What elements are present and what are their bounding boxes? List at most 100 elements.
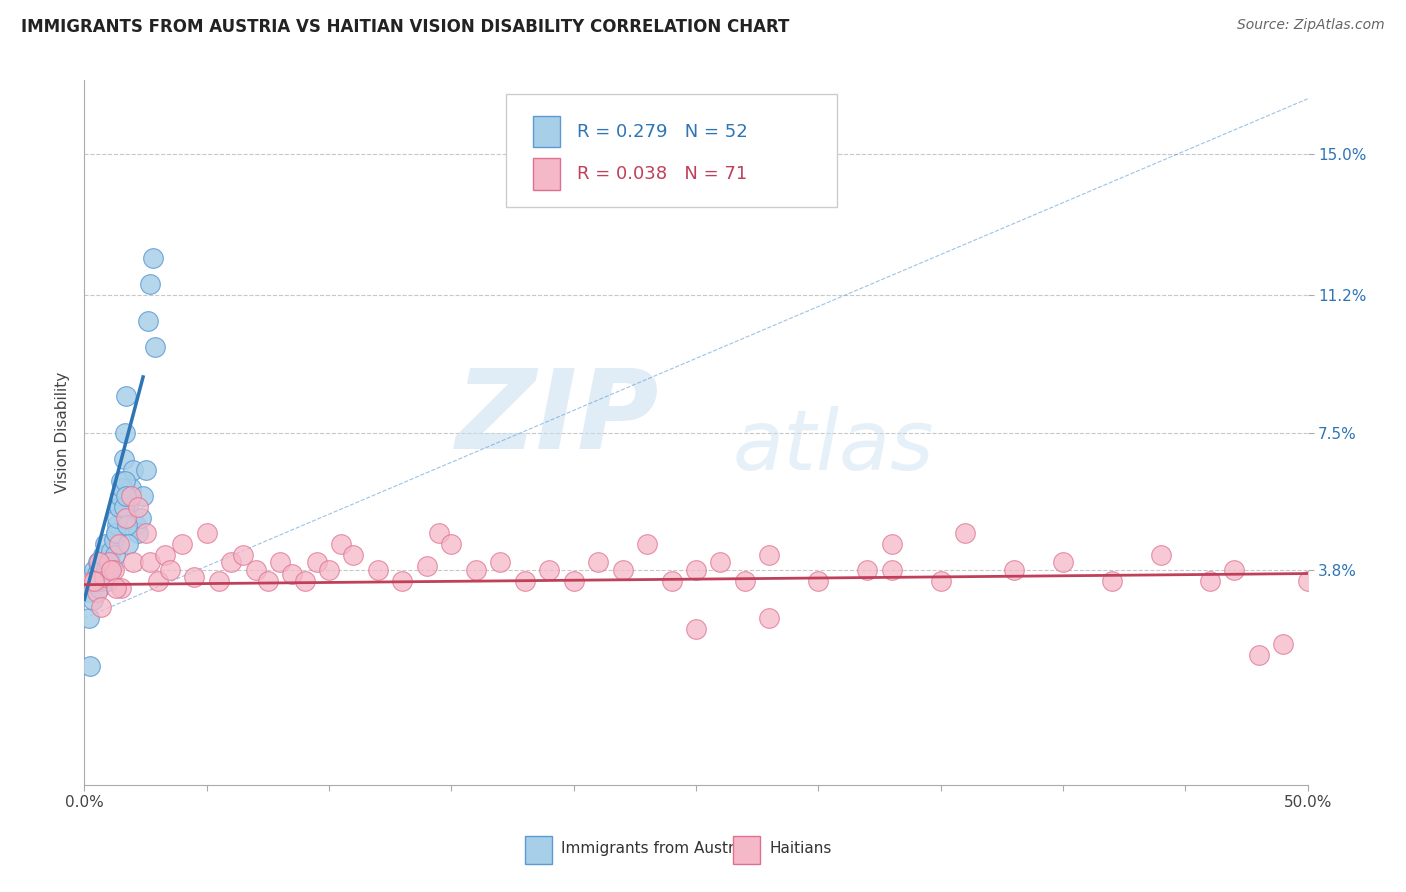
Point [513, 574, 536, 588]
Point [107, 500, 129, 514]
Point [127, 500, 149, 514]
Point [929, 574, 952, 588]
Point [100, 544, 122, 558]
Point [87, 582, 110, 596]
Point [1101, 574, 1123, 588]
Point [100, 563, 122, 577]
Point [342, 548, 364, 562]
Point [105, 511, 128, 525]
Point [153, 548, 176, 562]
Point [661, 574, 683, 588]
Point [1296, 574, 1319, 588]
Point [612, 563, 634, 577]
Point [110, 474, 132, 488]
Point [172, 537, 194, 551]
Point [112, 451, 135, 466]
Point [294, 574, 316, 588]
Point [135, 525, 157, 540]
Point [79, 659, 101, 673]
Point [122, 463, 145, 477]
Point [1002, 563, 1025, 577]
Point [93, 570, 115, 584]
Point [90, 599, 112, 614]
Point [108, 489, 131, 503]
FancyBboxPatch shape [506, 95, 837, 207]
Point [105, 525, 128, 540]
Point [416, 559, 439, 574]
Point [111, 481, 134, 495]
Point [136, 314, 159, 328]
Point [1198, 574, 1220, 588]
Point [82, 592, 104, 607]
Point [90, 559, 112, 574]
Point [391, 574, 413, 588]
Point [232, 548, 254, 562]
Point [856, 563, 879, 577]
FancyBboxPatch shape [524, 836, 551, 863]
Point [734, 574, 756, 588]
Point [953, 525, 976, 540]
Point [305, 556, 328, 570]
Y-axis label: Vision Disability: Vision Disability [55, 372, 70, 493]
Point [195, 525, 218, 540]
Point [489, 556, 512, 570]
Point [107, 537, 129, 551]
Point [709, 556, 731, 570]
Point [1052, 556, 1074, 570]
Point [685, 622, 707, 636]
Point [1150, 548, 1173, 562]
Point [880, 537, 903, 551]
Text: R = 0.038   N = 71: R = 0.038 N = 71 [578, 165, 748, 183]
Point [807, 574, 830, 588]
Point [146, 574, 169, 588]
Point [103, 533, 125, 548]
Point [117, 537, 139, 551]
Point [110, 582, 132, 596]
Point [97, 574, 120, 588]
Point [440, 537, 463, 551]
Point [142, 252, 165, 266]
Point [427, 525, 450, 540]
Point [143, 340, 166, 354]
Point [105, 582, 128, 596]
Point [86, 566, 108, 581]
Point [98, 563, 121, 577]
Point [91, 548, 114, 562]
Point [586, 556, 609, 570]
Point [120, 481, 142, 495]
Point [89, 574, 111, 588]
FancyBboxPatch shape [733, 836, 759, 863]
Point [112, 500, 135, 514]
Point [636, 537, 658, 551]
Text: R = 0.279   N = 52: R = 0.279 N = 52 [578, 123, 748, 141]
Point [83, 563, 105, 577]
Point [80, 570, 103, 584]
Point [115, 388, 138, 402]
Point [96, 563, 118, 577]
Point [208, 574, 231, 588]
Point [245, 563, 267, 577]
Text: Source: ZipAtlas.com: Source: ZipAtlas.com [1237, 18, 1385, 32]
Text: IMMIGRANTS FROM AUSTRIA VS HAITIAN VISION DISABILITY CORRELATION CHART: IMMIGRANTS FROM AUSTRIA VS HAITIAN VISIO… [21, 18, 789, 36]
Point [101, 559, 124, 574]
Point [257, 574, 280, 588]
Point [77, 585, 100, 599]
Text: ZIP: ZIP [456, 365, 659, 472]
Point [77, 611, 100, 625]
Point [86, 585, 108, 599]
Point [758, 611, 780, 625]
Point [97, 556, 120, 570]
Point [93, 570, 115, 584]
Point [125, 518, 148, 533]
Point [115, 489, 138, 503]
Point [117, 500, 139, 514]
Point [880, 563, 903, 577]
Point [115, 518, 138, 533]
Point [127, 525, 149, 540]
Point [219, 556, 242, 570]
Point [269, 556, 291, 570]
FancyBboxPatch shape [533, 158, 560, 189]
Point [1272, 637, 1295, 651]
Point [120, 489, 142, 503]
Point [97, 556, 120, 570]
